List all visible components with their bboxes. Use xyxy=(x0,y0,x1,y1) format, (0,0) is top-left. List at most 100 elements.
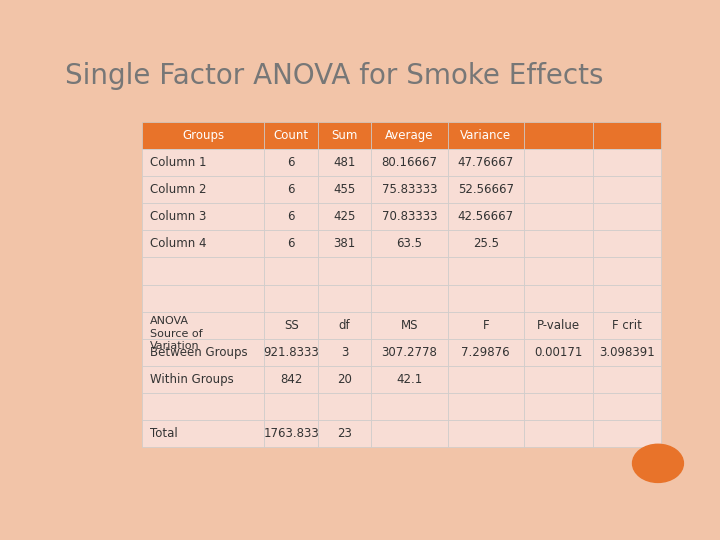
FancyBboxPatch shape xyxy=(448,122,524,149)
FancyBboxPatch shape xyxy=(264,339,318,366)
FancyBboxPatch shape xyxy=(593,231,661,258)
FancyBboxPatch shape xyxy=(264,149,318,176)
Text: 3.098391: 3.098391 xyxy=(599,346,655,359)
Text: 0.00171: 0.00171 xyxy=(534,346,582,359)
Text: 6: 6 xyxy=(287,156,295,169)
Text: Column 2: Column 2 xyxy=(150,183,206,196)
FancyBboxPatch shape xyxy=(318,203,372,231)
FancyBboxPatch shape xyxy=(593,176,661,203)
Text: Total: Total xyxy=(150,427,177,440)
Text: 481: 481 xyxy=(333,156,356,169)
Text: 1763.833: 1763.833 xyxy=(264,427,319,440)
Text: 47.76667: 47.76667 xyxy=(458,156,514,169)
Circle shape xyxy=(633,444,683,482)
FancyBboxPatch shape xyxy=(524,366,593,393)
FancyBboxPatch shape xyxy=(372,312,448,339)
FancyBboxPatch shape xyxy=(524,393,593,420)
FancyBboxPatch shape xyxy=(372,339,448,366)
FancyBboxPatch shape xyxy=(264,420,318,447)
FancyBboxPatch shape xyxy=(318,366,372,393)
Text: Average: Average xyxy=(385,129,433,142)
Text: 20: 20 xyxy=(337,373,352,386)
FancyBboxPatch shape xyxy=(264,231,318,258)
Text: 63.5: 63.5 xyxy=(397,238,423,251)
Text: Sum: Sum xyxy=(331,129,358,142)
FancyBboxPatch shape xyxy=(143,366,264,393)
Text: 842: 842 xyxy=(280,373,302,386)
Text: Within Groups: Within Groups xyxy=(150,373,233,386)
FancyBboxPatch shape xyxy=(448,149,524,176)
FancyBboxPatch shape xyxy=(593,339,661,366)
Text: 307.2778: 307.2778 xyxy=(382,346,438,359)
Text: Count: Count xyxy=(274,129,309,142)
Text: F: F xyxy=(482,319,489,332)
FancyBboxPatch shape xyxy=(318,176,372,203)
FancyBboxPatch shape xyxy=(593,149,661,176)
Text: 42.56667: 42.56667 xyxy=(458,210,514,223)
FancyBboxPatch shape xyxy=(318,393,372,420)
FancyBboxPatch shape xyxy=(318,312,372,339)
FancyBboxPatch shape xyxy=(143,258,264,285)
FancyBboxPatch shape xyxy=(143,231,264,258)
FancyBboxPatch shape xyxy=(372,366,448,393)
FancyBboxPatch shape xyxy=(318,339,372,366)
Text: 425: 425 xyxy=(333,210,356,223)
Text: 6: 6 xyxy=(287,210,295,223)
Text: Variance: Variance xyxy=(460,129,511,142)
FancyBboxPatch shape xyxy=(143,203,264,231)
Text: 381: 381 xyxy=(333,238,356,251)
FancyBboxPatch shape xyxy=(524,420,593,447)
Text: 3: 3 xyxy=(341,346,348,359)
Text: ANOVA
Source of
Variation: ANOVA Source of Variation xyxy=(150,316,202,352)
FancyBboxPatch shape xyxy=(448,393,524,420)
FancyBboxPatch shape xyxy=(264,366,318,393)
FancyBboxPatch shape xyxy=(372,393,448,420)
FancyBboxPatch shape xyxy=(264,176,318,203)
FancyBboxPatch shape xyxy=(143,339,264,366)
FancyBboxPatch shape xyxy=(143,149,264,176)
FancyBboxPatch shape xyxy=(448,285,524,312)
FancyBboxPatch shape xyxy=(524,203,593,231)
FancyBboxPatch shape xyxy=(143,285,264,312)
FancyBboxPatch shape xyxy=(593,366,661,393)
FancyBboxPatch shape xyxy=(524,149,593,176)
FancyBboxPatch shape xyxy=(318,231,372,258)
FancyBboxPatch shape xyxy=(372,258,448,285)
FancyBboxPatch shape xyxy=(593,258,661,285)
FancyBboxPatch shape xyxy=(372,231,448,258)
FancyBboxPatch shape xyxy=(318,420,372,447)
FancyBboxPatch shape xyxy=(318,285,372,312)
Text: 70.83333: 70.83333 xyxy=(382,210,437,223)
FancyBboxPatch shape xyxy=(448,231,524,258)
FancyBboxPatch shape xyxy=(448,339,524,366)
Text: 7.29876: 7.29876 xyxy=(462,346,510,359)
FancyBboxPatch shape xyxy=(448,420,524,447)
FancyBboxPatch shape xyxy=(524,258,593,285)
Text: 80.16667: 80.16667 xyxy=(382,156,438,169)
FancyBboxPatch shape xyxy=(524,122,593,149)
Text: Column 1: Column 1 xyxy=(150,156,206,169)
FancyBboxPatch shape xyxy=(524,312,593,339)
FancyBboxPatch shape xyxy=(372,176,448,203)
FancyBboxPatch shape xyxy=(593,122,661,149)
Text: Single Factor ANOVA for Smoke Effects: Single Factor ANOVA for Smoke Effects xyxy=(66,62,604,90)
FancyBboxPatch shape xyxy=(143,420,264,447)
Text: F crit: F crit xyxy=(612,319,642,332)
FancyBboxPatch shape xyxy=(318,258,372,285)
Text: Between Groups: Between Groups xyxy=(150,346,248,359)
FancyBboxPatch shape xyxy=(448,258,524,285)
FancyBboxPatch shape xyxy=(448,312,524,339)
FancyBboxPatch shape xyxy=(524,176,593,203)
Text: Column 3: Column 3 xyxy=(150,210,206,223)
FancyBboxPatch shape xyxy=(372,420,448,447)
FancyBboxPatch shape xyxy=(264,122,318,149)
FancyBboxPatch shape xyxy=(372,203,448,231)
FancyBboxPatch shape xyxy=(264,203,318,231)
Text: 52.56667: 52.56667 xyxy=(458,183,514,196)
Text: 42.1: 42.1 xyxy=(396,373,423,386)
FancyBboxPatch shape xyxy=(372,122,448,149)
FancyBboxPatch shape xyxy=(448,366,524,393)
Text: 75.83333: 75.83333 xyxy=(382,183,437,196)
FancyBboxPatch shape xyxy=(448,203,524,231)
Text: 25.5: 25.5 xyxy=(473,238,499,251)
